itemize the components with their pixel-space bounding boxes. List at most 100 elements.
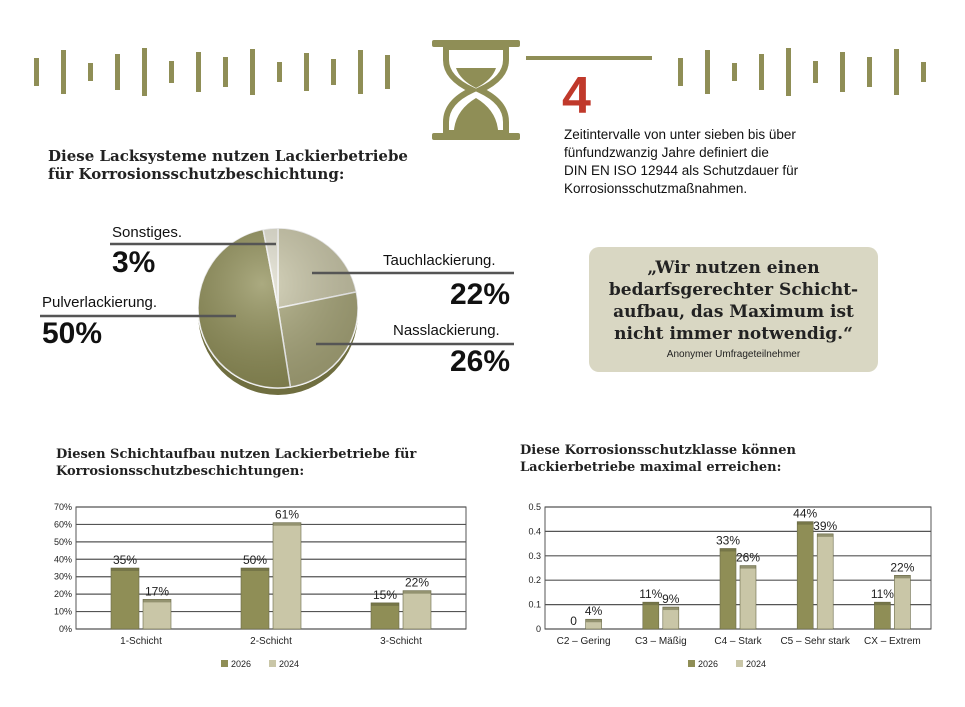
quote-author: Anonymer Umfrageteilnehmer: [666, 349, 801, 360]
bar-2024: [585, 618, 602, 630]
decorative-bar: [142, 48, 147, 96]
bar-value-label: 61%: [275, 508, 299, 522]
slice-pct-nass: 26%: [450, 345, 511, 378]
bar-value-label: 50%: [243, 553, 267, 567]
bar-value-label: 9%: [662, 592, 680, 606]
slice-label-tauch: Tauchlackierung.: [383, 252, 496, 269]
y-tick-label: 0: [536, 624, 541, 634]
quote-line: bedarfsgerechter Schicht-: [608, 280, 859, 300]
decorative-bars-right: [678, 48, 926, 96]
y-tick-label: 50%: [54, 537, 72, 547]
x-tick-label: 1-Schicht: [120, 636, 162, 647]
decorative-bar: [358, 50, 363, 94]
bar-top-edge: [371, 602, 399, 606]
x-tick-label: C3 – Mäßig: [635, 636, 687, 647]
x-tick-label: CX – Extrem: [864, 636, 921, 647]
y-tick-label: 10%: [54, 607, 72, 617]
bar2-title-line: Diese Korrosionsschutzklasse können: [520, 443, 796, 458]
intro-line: fünfundzwanzig Jahre definiert die: [564, 145, 769, 160]
bar-top-edge: [642, 602, 659, 606]
bar2-title-line: Lackierbetriebe maximal erreichen:: [520, 460, 782, 475]
pie-chart-title: Diese Lacksysteme nutzen Lackierbetriebe…: [48, 147, 408, 183]
legend-swatch: [688, 660, 695, 667]
bar-2026: [240, 567, 270, 630]
bar-top-edge: [874, 602, 891, 606]
decorative-bar: [196, 52, 201, 92]
pie-title-line: Diese Lacksysteme nutzen Lackierbetriebe: [48, 147, 408, 165]
bar-value-label: 22%: [890, 560, 914, 574]
decorative-bar: [277, 62, 282, 82]
bar-value-label: 11%: [871, 587, 894, 601]
bar-value-label: 4%: [585, 604, 603, 618]
bar-top-edge: [817, 533, 834, 537]
y-tick-label: 30%: [54, 572, 72, 582]
bar-value-label: 26%: [736, 551, 760, 565]
bar-value-label: 33%: [716, 533, 740, 547]
decorative-bar: [867, 57, 872, 87]
header-decoration: [34, 40, 926, 140]
decorative-bar: [813, 61, 818, 83]
bar-2024: [272, 522, 302, 630]
decorative-bar: [223, 57, 228, 87]
hourglass-icon: [432, 40, 520, 140]
plot-frame: [544, 506, 932, 630]
quote-box: „Wir nutzen einen bedarfsgerechter Schic…: [589, 247, 878, 372]
x-tick-label: C2 – Gering: [557, 636, 611, 647]
x-tick-label: C5 – Sehr stark: [780, 636, 850, 647]
legend-swatch: [269, 660, 276, 667]
bar-top-edge: [894, 575, 911, 579]
bar-value-label: 17%: [145, 584, 169, 598]
legend-label: 2026: [698, 659, 718, 669]
decorative-bar: [385, 55, 390, 89]
bar-2024: [402, 590, 432, 630]
quote-text: „Wir nutzen einen bedarfsgerechter Schic…: [589, 247, 878, 345]
decorative-bar: [250, 49, 255, 95]
bar-value-label: 22%: [405, 576, 429, 590]
y-tick-label: 0.1: [528, 600, 541, 610]
decorative-bar: [34, 58, 39, 86]
bar-value-label: 0: [570, 614, 577, 628]
slice-label-sonstiges: Sonstiges.: [112, 224, 183, 241]
bar-2024: [894, 575, 911, 630]
decorative-bar: [732, 63, 737, 81]
decorative-bar: [840, 52, 845, 92]
bar-value-label: 15%: [373, 588, 397, 602]
decorative-bar: [705, 50, 710, 94]
slice-pct-pulver: 50%: [42, 317, 103, 350]
bar-top-edge: [740, 565, 756, 569]
y-tick-label: 40%: [54, 554, 72, 564]
decorative-bar: [331, 59, 336, 85]
key-number: 4: [562, 67, 591, 125]
bar-2026: [719, 548, 737, 630]
y-tick-label: 0.3: [528, 551, 541, 561]
bar1-title-line: Korrosionsschutzbeschichtungen:: [56, 464, 305, 479]
bar-top-edge: [403, 590, 431, 594]
pie-title-line: für Korrosionsschutzbeschichtung:: [48, 165, 345, 183]
pie-shading: [198, 228, 358, 388]
y-tick-label: 60%: [54, 519, 72, 529]
y-tick-label: 70%: [54, 502, 72, 512]
decorative-bar: [921, 62, 926, 82]
decorative-bar: [88, 63, 93, 81]
bar-2024: [739, 565, 757, 630]
slice-pct-sonstiges: 3%: [112, 246, 156, 279]
bar1-title-line: Diesen Schichtaufbau nutzen Lackierbetri…: [56, 447, 417, 462]
x-tick-label: 2-Schicht: [250, 636, 292, 647]
bar-value-label: 44%: [793, 507, 817, 521]
intro-text: Zeitintervalle von unter sieben bis über…: [564, 126, 884, 198]
bar-2026: [642, 601, 660, 630]
decorative-bar: [304, 53, 309, 91]
bar-value-label: 35%: [113, 553, 137, 567]
bar-top-edge: [797, 521, 814, 525]
decorative-bar: [759, 54, 764, 90]
bar-value-label: 39%: [813, 519, 837, 533]
legend-label: 2026: [231, 659, 251, 669]
bar-2024: [816, 533, 834, 630]
y-tick-label: 0.4: [528, 526, 541, 536]
bar-top-edge: [585, 619, 602, 623]
decorative-bar: [169, 61, 174, 83]
bar-top-edge: [273, 522, 301, 526]
bar-top-edge: [111, 568, 139, 571]
bar-chart-1-title: Diesen Schichtaufbau nutzen Lackierbetri…: [56, 446, 416, 480]
